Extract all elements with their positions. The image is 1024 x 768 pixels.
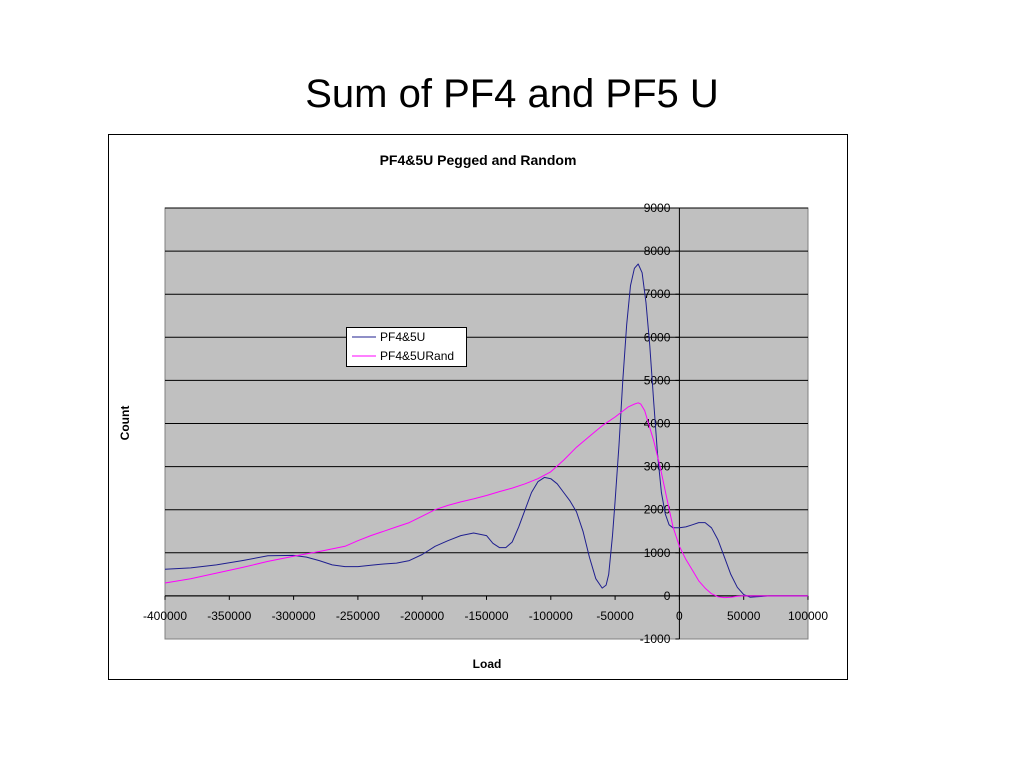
y-tick-label: 9000 — [644, 201, 671, 215]
legend-label-pf4-5u: PF4&5U — [380, 330, 425, 344]
y-axis-label: Count — [118, 406, 132, 441]
series-line-0 — [164, 263, 808, 598]
y-tick-label: 4000 — [644, 417, 671, 431]
y-tick-label: 3000 — [644, 460, 671, 474]
legend-box — [346, 327, 467, 367]
x-tick-label: -400000 — [143, 609, 187, 623]
chart-title: PF4&5U Pegged and Random — [380, 152, 577, 168]
y-tick-label: 8000 — [644, 244, 671, 258]
x-tick-label: -200000 — [400, 609, 444, 623]
axes — [164, 207, 809, 640]
y-tick-label: -1000 — [640, 632, 671, 646]
y-tick-label: 0 — [664, 589, 671, 603]
y-tick-label: 7000 — [644, 287, 671, 301]
y-tick-label: 1000 — [644, 546, 671, 560]
x-tick-labels: -400000 -350000 -300000 -250000 -200000 -1500… — [143, 609, 828, 623]
y-tick-labels: -1000 0 1000 2000 3000 4000 5000 6000 7000 8000 90… — [640, 201, 671, 646]
x-tick-label: -150000 — [464, 609, 508, 623]
series-line-1 — [164, 402, 808, 599]
x-tick-label: -250000 — [336, 609, 380, 623]
x-tick-label: -350000 — [207, 609, 251, 623]
y-tick-label: 2000 — [644, 503, 671, 517]
legend-label-pf4-5urand: PF4&5URand — [380, 349, 454, 363]
x-tick-label: -300000 — [272, 609, 316, 623]
x-tick-label: -50000 — [596, 609, 634, 623]
x-tick-label: -100000 — [529, 609, 573, 623]
y-tick-label: 5000 — [644, 373, 671, 387]
x-tick-label: 50000 — [727, 609, 761, 623]
x-tick-label: 0 — [676, 609, 683, 623]
y-tick-label: 6000 — [644, 330, 671, 344]
x-axis-label: Load — [473, 657, 502, 671]
slide-title: Sum of PF4 and PF5 U — [305, 72, 719, 116]
series-lines — [164, 263, 808, 599]
legend: PF4&5U PF4&5URand — [346, 327, 467, 367]
x-tick-label: 100000 — [788, 609, 828, 623]
